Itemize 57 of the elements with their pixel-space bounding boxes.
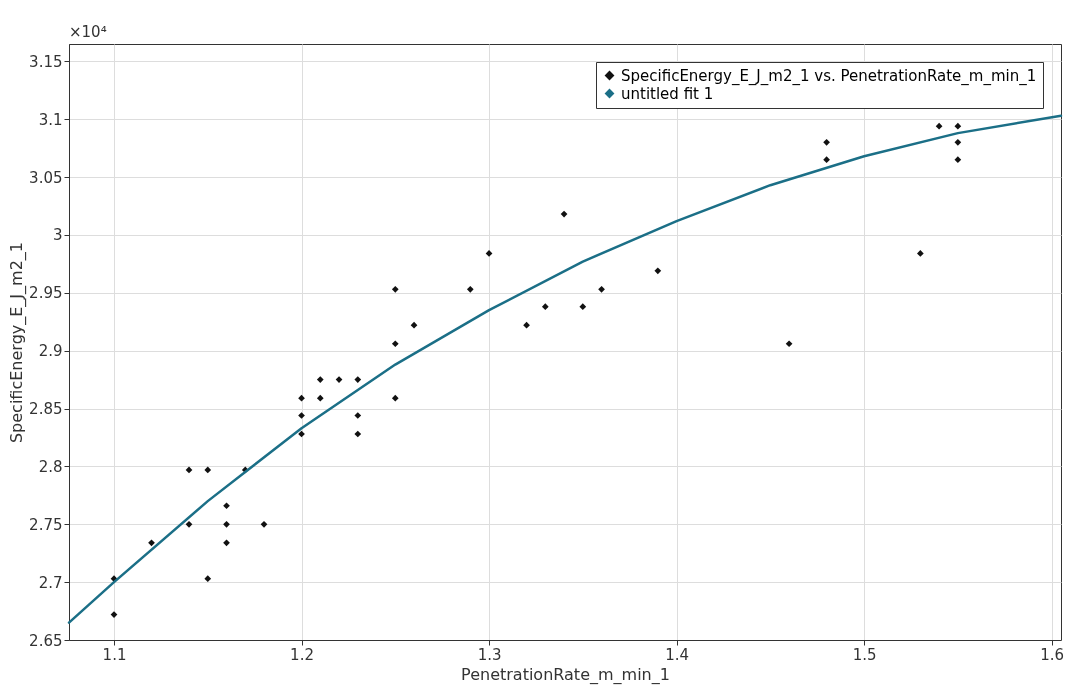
x-tick-label: 1.5 [852, 645, 877, 664]
point [823, 156, 830, 164]
x-tick-label: 1.6 [1040, 645, 1065, 664]
point [223, 520, 230, 528]
point [598, 285, 605, 293]
point [560, 210, 568, 218]
x-tick-label: 1.3 [477, 645, 502, 664]
y-axis-title: SpecificEnergy_E_J_m2_1 [7, 241, 28, 444]
point [316, 376, 324, 383]
point [823, 139, 830, 146]
point [954, 139, 962, 146]
point [185, 466, 193, 474]
point [354, 376, 362, 383]
y-tick-label: 3 [52, 226, 63, 245]
legend-label: SpecificEnergy_E_J_m2_1 vs. PenetrationRate_m_min_1 [621, 66, 1037, 86]
point [410, 321, 418, 329]
y-tick-label: 2.85 [29, 400, 63, 419]
point [316, 394, 324, 402]
point [541, 303, 549, 311]
point [954, 156, 962, 164]
point [466, 285, 474, 293]
point [917, 250, 924, 257]
point [785, 340, 793, 348]
y-tick-label: 3.1 [38, 110, 63, 129]
x-tick-label: 1.2 [290, 645, 314, 664]
point [935, 122, 943, 130]
point [185, 520, 193, 528]
point [223, 539, 230, 547]
y-tick-label: 3.15 [29, 52, 63, 71]
x-tick-label: 1.4 [665, 645, 690, 664]
point [391, 285, 399, 293]
point [579, 303, 587, 311]
legend-label: untitled fit 1 [621, 84, 714, 103]
point [654, 267, 662, 275]
text: ×10⁴ [69, 23, 107, 41]
x-axis-title: PenetrationRate_m_min_1 [461, 664, 670, 685]
y-tick-label: 2.95 [29, 284, 63, 303]
point [391, 394, 399, 402]
y-tick-label: 3.05 [29, 168, 63, 187]
point [204, 575, 212, 583]
line-series [67, 114, 1063, 624]
x-tick-label: 1.1 [102, 645, 127, 664]
point [354, 430, 362, 438]
point [204, 466, 212, 474]
y-tick-label: 2.9 [38, 342, 63, 361]
point [354, 412, 362, 419]
y-tick-label: 2.75 [29, 515, 63, 534]
y-tick-label: 2.7 [38, 573, 63, 592]
point [523, 321, 530, 329]
point [223, 502, 230, 510]
point [148, 539, 155, 547]
y-tick-label: 2.65 [29, 631, 63, 650]
y-tick-label: 2.8 [38, 457, 63, 476]
point [298, 412, 305, 419]
point [391, 340, 399, 348]
point [260, 520, 268, 528]
point [954, 122, 962, 130]
